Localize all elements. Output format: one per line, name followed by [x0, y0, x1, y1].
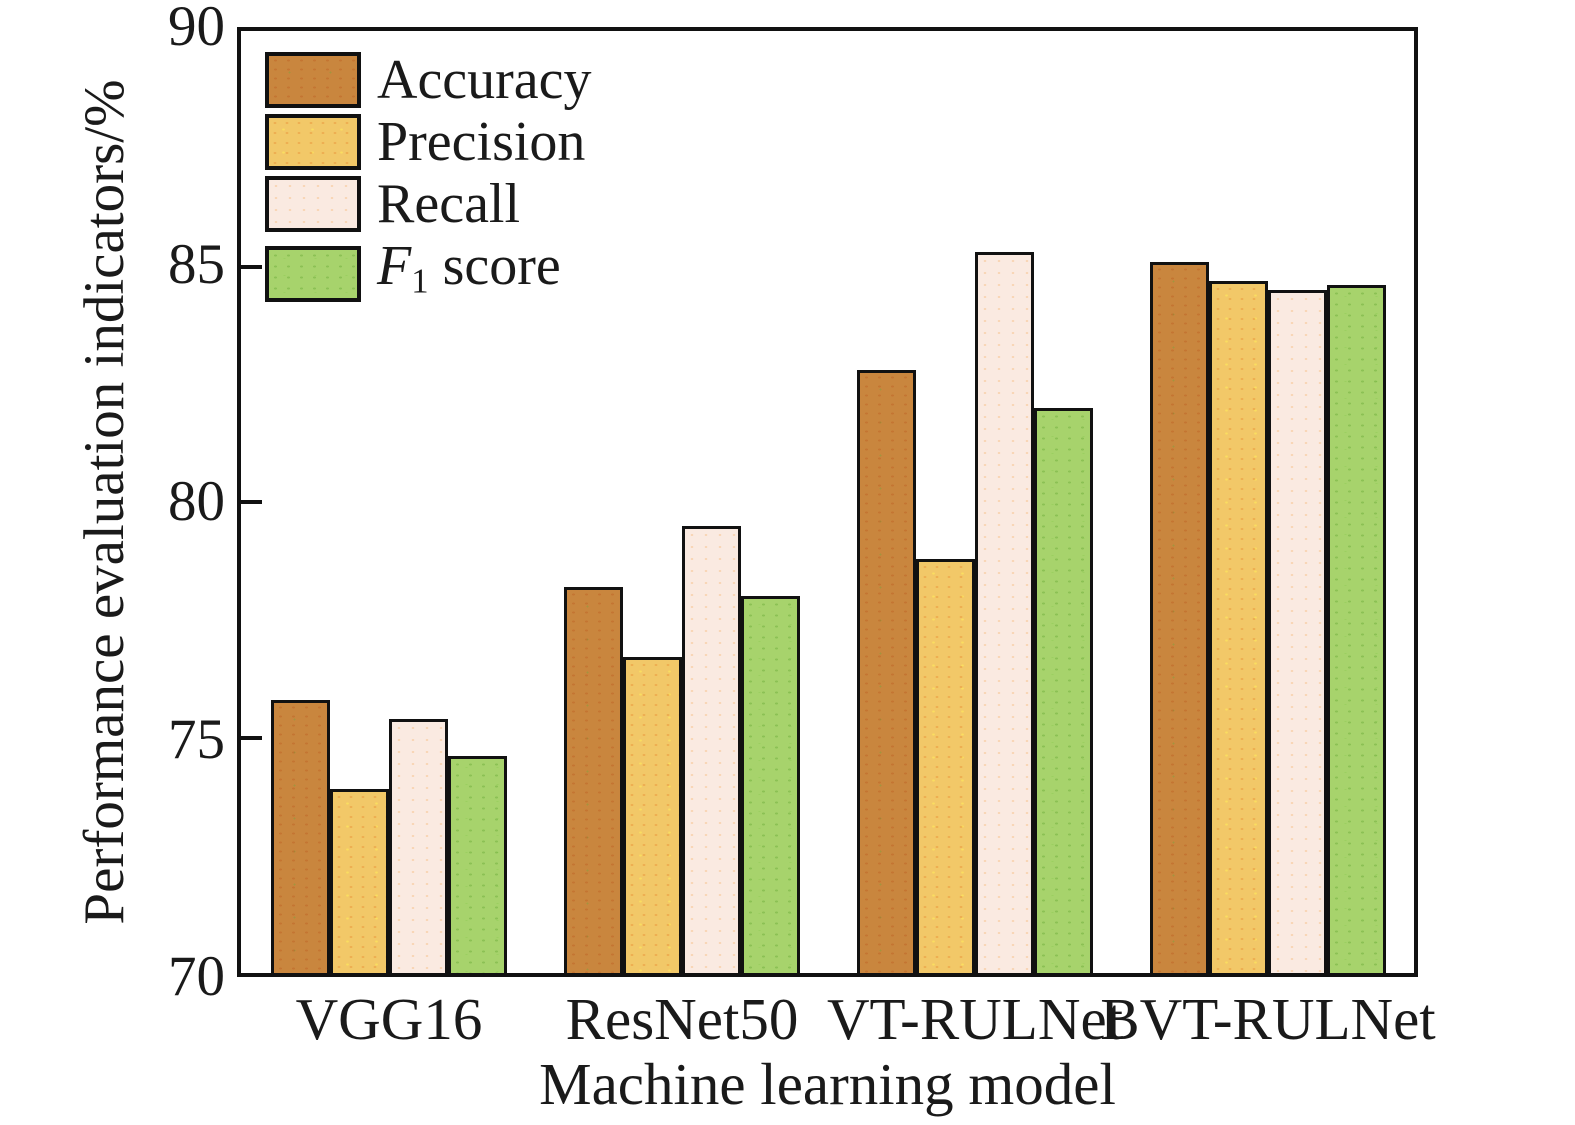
legend-label-precision: Precision: [377, 111, 586, 173]
bar-VGG16-accuracy: [271, 700, 330, 973]
bar-BVT-RULNet-recall: [1268, 290, 1327, 973]
x-category-label: VT-RULNet: [826, 986, 1124, 1052]
bar-VT-RULNet-precision: [916, 559, 975, 973]
legend: Accuracy Precision Recall F1 score: [265, 51, 592, 315]
legend-swatch-f1-score: [265, 245, 361, 302]
legend-label-f1-score: F1 score: [377, 235, 561, 301]
bar-ResNet50-f1-score: [741, 596, 800, 973]
y-tick-label: 70: [168, 945, 225, 1008]
legend-item-accuracy: Accuracy: [265, 51, 592, 109]
bar-ResNet50-accuracy: [564, 587, 623, 973]
legend-swatch-accuracy: [265, 52, 361, 108]
bar-VGG16-f1-score: [448, 756, 507, 973]
bar-VGG16-recall: [389, 719, 448, 973]
plot-area: Accuracy Precision Recall F1 score: [237, 27, 1418, 977]
legend-swatch-precision: [265, 114, 361, 170]
y-tick-label: 80: [168, 470, 225, 533]
legend-item-f1-score: F1 score: [265, 237, 592, 311]
x-category-label: VGG16: [295, 986, 483, 1052]
bar-ResNet50-recall: [682, 526, 741, 973]
y-tick-mark: [241, 500, 262, 504]
bar-BVT-RULNet-precision: [1209, 281, 1268, 973]
legend-label-accuracy: Accuracy: [377, 49, 592, 111]
bar-BVT-RULNet-accuracy: [1150, 262, 1209, 973]
legend-item-recall: Recall: [265, 175, 592, 233]
bar-VT-RULNet-recall: [975, 252, 1034, 973]
legend-swatch-recall: [265, 176, 361, 232]
bar-BVT-RULNet-f1-score: [1327, 285, 1386, 973]
bar-VGG16-precision: [330, 789, 389, 973]
x-category-label: BVT-RULNet: [1100, 986, 1436, 1052]
y-tick-mark: [241, 265, 262, 269]
x-axis-title: Machine learning model: [539, 1051, 1116, 1117]
bar-ResNet50-precision: [623, 657, 682, 973]
y-tick-label: 85: [168, 233, 225, 296]
y-tick-label: 75: [168, 708, 225, 771]
x-category-label: ResNet50: [565, 986, 799, 1052]
y-axis-title: Performance evaluation indicators/%: [73, 79, 136, 925]
bar-VT-RULNet-accuracy: [857, 370, 916, 973]
y-tick-mark: [241, 736, 262, 740]
y-tick-label: 90: [168, 0, 225, 58]
legend-label-recall: Recall: [377, 173, 521, 235]
legend-item-precision: Precision: [265, 113, 592, 171]
bar-VT-RULNet-f1-score: [1034, 408, 1093, 973]
